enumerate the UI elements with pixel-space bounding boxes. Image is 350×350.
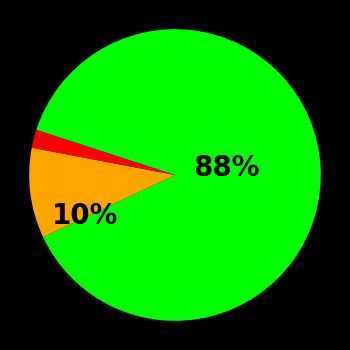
Wedge shape xyxy=(32,130,175,175)
Text: 10%: 10% xyxy=(51,202,118,230)
Text: 88%: 88% xyxy=(193,154,259,182)
Wedge shape xyxy=(29,148,175,237)
Wedge shape xyxy=(36,29,321,321)
